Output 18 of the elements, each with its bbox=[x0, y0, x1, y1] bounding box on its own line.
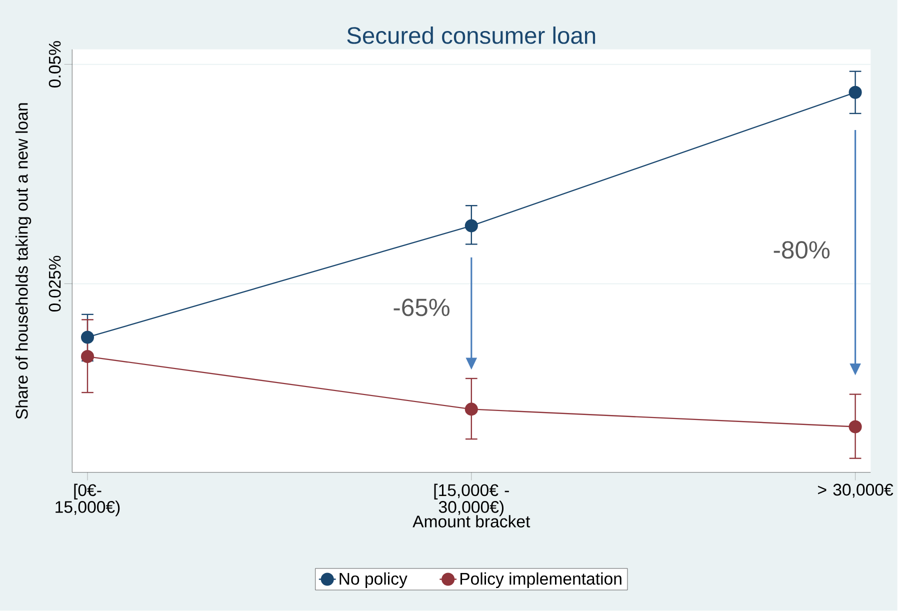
annotation: -65% bbox=[394, 298, 450, 316]
y-tick-label: 0.025% bbox=[48, 256, 61, 312]
y-axis-title: Share of households taking out a new loan bbox=[15, 103, 32, 420]
x-tick-label: [15,000€ - 30,000€) bbox=[434, 484, 509, 516]
point bbox=[80, 330, 94, 344]
x-axis-title: Amount bracket bbox=[412, 515, 530, 528]
point bbox=[464, 219, 478, 232]
annotation: -80% bbox=[774, 241, 830, 259]
legend-label: Policy implementation bbox=[460, 572, 622, 588]
legend-label: No policy bbox=[340, 572, 408, 588]
point bbox=[848, 86, 862, 100]
chart-title: Secured consumer loan bbox=[347, 26, 596, 44]
point bbox=[464, 402, 478, 416]
point bbox=[80, 350, 94, 364]
x-tick-label: [0€- 15,000€) bbox=[56, 484, 120, 516]
point bbox=[848, 420, 862, 434]
y-tick-label: 0.05% bbox=[48, 41, 61, 88]
x-tick-label: > 30,000€ bbox=[818, 484, 894, 498]
